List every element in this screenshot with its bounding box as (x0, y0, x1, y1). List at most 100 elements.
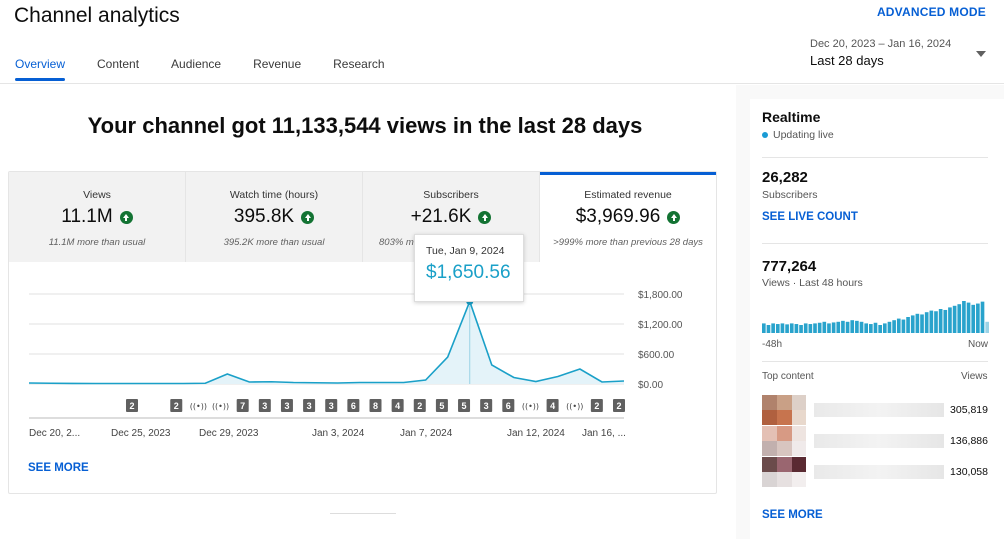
realtime-bar-chart[interactable] (762, 299, 990, 333)
upload-marker-badge (303, 399, 316, 412)
upload-marker-count: 5 (462, 401, 467, 411)
realtime-bar (864, 323, 869, 333)
realtime-see-more-link[interactable]: SEE MORE (762, 509, 823, 521)
realtime-bar (836, 321, 841, 333)
video-thumbnail (762, 395, 806, 425)
upload-marker-badge (546, 399, 559, 412)
metric-subtext: 395.2K more than usual (223, 237, 325, 248)
realtime-bar (915, 313, 920, 333)
metric-views[interactable]: Views 11.1M 11.1M more than usual (9, 172, 186, 262)
divider (762, 243, 988, 244)
metric-subtext: >999% more than previous 28 days (553, 237, 703, 248)
upload-marker-badge (258, 399, 271, 412)
realtime-bar (920, 314, 924, 333)
chevron-down-icon[interactable] (976, 51, 986, 57)
realtime-card: Realtime Updating live 26,282 Subscriber… (750, 99, 1004, 539)
upload-marker-count: 2 (616, 401, 621, 411)
tab-audience[interactable]: Audience (171, 57, 222, 71)
y-tick-label: $600.00 (638, 350, 675, 361)
upload-marker-count: 3 (484, 401, 489, 411)
upload-marker-badge (369, 399, 382, 412)
list-item[interactable]: 130,058 (762, 457, 988, 487)
realtime-bar (775, 324, 780, 333)
metric-label: Views (83, 189, 111, 201)
video-title-blurred (814, 434, 944, 448)
realtime-bar (934, 311, 938, 333)
metric-watch-time[interactable]: Watch time (hours) 395.8K 395.2K more th… (186, 172, 363, 262)
upload-marker-count: 8 (373, 401, 378, 411)
upload-marker-badge (236, 399, 249, 412)
realtime-bar (831, 322, 836, 333)
advanced-mode-button[interactable]: ADVANCED MODE (876, 5, 986, 19)
revenue-chart[interactable]: $1,800.00 $1,200.00 $600.00 $0.00 2 2 ((•)) ((•… (9, 262, 716, 452)
tab-research[interactable]: Research (333, 57, 385, 71)
realtime-bar (896, 318, 901, 333)
realtime-bar (869, 324, 873, 333)
realtime-bar (845, 321, 850, 333)
top-content-label: Top content (762, 371, 814, 382)
video-views: 130,058 (950, 466, 988, 478)
metric-estimated-revenue[interactable]: Estimated revenue $3,969.96 >999% more t… (540, 172, 716, 262)
realtime-bar (855, 320, 859, 333)
upload-marker-badge (480, 399, 493, 412)
y-tick-label: $1,200.00 (638, 320, 683, 331)
realtime-bar (892, 320, 896, 333)
realtime-title: Realtime (762, 109, 821, 125)
upload-marker-count: 2 (129, 401, 134, 411)
live-dot-icon (762, 132, 768, 138)
see-live-count-link[interactable]: SEE LIVE COUNT (762, 211, 858, 223)
metric-subtext: 11.1M more than usual (48, 237, 146, 248)
upload-marker-badge (590, 399, 603, 412)
upload-marker-count: 6 (506, 401, 511, 411)
tab-content[interactable]: Content (97, 57, 140, 71)
video-title-blurred (814, 403, 944, 417)
overview-panel: Your channel got 11,133,544 views in the… (0, 85, 736, 539)
upload-marker-count: 7 (240, 401, 245, 411)
realtime-bar (859, 321, 864, 333)
upload-marker-count: 4 (550, 401, 555, 411)
live-stream-marker: ((•)) (522, 402, 539, 411)
upload-marker-badge (325, 399, 338, 412)
list-item[interactable]: 136,886 (762, 426, 988, 456)
upload-marker-count: 3 (284, 401, 289, 411)
realtime-bar (906, 317, 910, 333)
realtime-bar (813, 323, 817, 333)
series-area (29, 301, 624, 384)
divider (762, 361, 988, 362)
headline: Your channel got 11,133,544 views in the… (87, 113, 643, 138)
tab-revenue[interactable]: Revenue (253, 57, 302, 71)
realtime-bar (971, 304, 976, 333)
upload-marker-badge (613, 399, 625, 412)
series-line (28, 299, 625, 385)
list-item[interactable]: 305,819 (762, 395, 988, 425)
realtime-bar (771, 323, 775, 333)
y-tick-label: $0.00 (638, 380, 663, 391)
upload-marker-count: 3 (329, 401, 334, 411)
date-range-picker[interactable]: Dec 20, 2023 – Jan 16, 2024 Last 28 days (810, 38, 951, 68)
upload-marker-badge (126, 399, 138, 412)
divider (330, 513, 396, 514)
realtime-column: Realtime Updating live 26,282 Subscriber… (736, 85, 1004, 539)
tab-overview[interactable]: Overview (15, 57, 66, 81)
x-tick-label: Jan 16, ... (582, 428, 626, 439)
video-thumbnail (762, 457, 806, 487)
realtime-bar (822, 321, 827, 333)
realtime-bar (803, 323, 808, 333)
tab-bar: Overview Content Audience Revenue Resear… (15, 57, 417, 81)
live-status-text: Updating live (773, 129, 834, 141)
realtime-bar (817, 322, 822, 333)
realtime-bar (887, 321, 892, 333)
metrics-card: Views 11.1M 11.1M more than usual Watch … (8, 171, 717, 494)
x-tick-label: Jan 12, 2024 (507, 428, 565, 439)
realtime-bar (952, 305, 957, 333)
arrow-up-icon (301, 210, 315, 224)
upload-marker-badge (458, 399, 471, 412)
realtime-bar (924, 312, 929, 333)
upload-marker-badge (391, 399, 404, 412)
x-tick-label: Dec 20, 2... (29, 428, 80, 439)
see-more-link[interactable]: SEE MORE (28, 462, 89, 474)
tooltip-value: $1,650.56 (426, 262, 511, 283)
realtime-bar (841, 320, 845, 333)
upload-marker-badge (502, 399, 515, 412)
upload-marker-badge (347, 399, 360, 412)
